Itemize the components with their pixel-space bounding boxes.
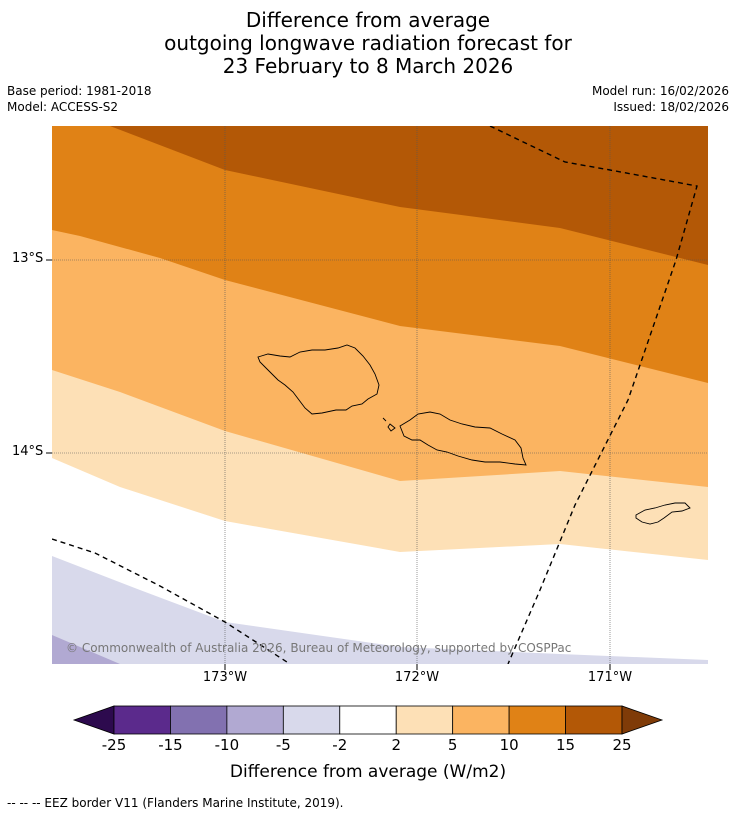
colorbar-segment (565, 705, 623, 735)
base-period: Base period: 1981-2018 (7, 84, 152, 98)
title-line-3: 23 February to 8 March 2026 (222, 54, 514, 78)
lat-label-14s: 14°S (12, 444, 44, 459)
eez-border-east (489, 126, 698, 664)
manono-apolima-islets (382, 417, 396, 432)
colorbar-segment (395, 705, 454, 735)
colorbar-tick-label: -15 (158, 736, 183, 754)
colorbar-tick-label: 25 (612, 736, 632, 754)
colorbar-segment (339, 705, 397, 735)
colorbar-tick-label: 10 (499, 736, 519, 754)
colorbar-segment (452, 705, 510, 735)
model-name: Model: ACCESS-S2 (7, 100, 119, 114)
colorbar-tick-label: 2 (391, 736, 401, 754)
lon-label-172w: 172°W (394, 670, 440, 685)
colorbar-tick-label: -2 (332, 736, 348, 754)
colorbar-tick-label: -25 (101, 736, 127, 754)
upolu-island (399, 411, 527, 466)
band-minus2-2 (52, 458, 708, 664)
issued-date: Issued: 18/02/2026 (613, 100, 729, 114)
anomaly-field (52, 126, 708, 664)
colorbar-tick-label: 5 (447, 736, 458, 754)
eez-legend: -- -- -- EEZ border V11 (Flanders Marine… (7, 796, 344, 810)
tutuila-island (635, 502, 691, 525)
title-line-2: outgoing longwave radiation forecast for (164, 31, 572, 55)
title-line-1: Difference from average (245, 8, 491, 32)
colorbar-segment (113, 705, 171, 735)
colorbar-segment (282, 705, 341, 735)
colorbar (72, 705, 664, 735)
lat-label-13s: 13°S (12, 251, 44, 266)
eez-border-southwest (52, 538, 291, 664)
colorbar-segment (226, 705, 284, 735)
band-minus5-minus2 (52, 556, 708, 664)
lon-label-173w: 173°W (202, 670, 248, 685)
colorbar-tick-label: 15 (556, 736, 576, 754)
lon-label-171w: 171°W (587, 670, 633, 685)
band-minus10-minus5 (52, 635, 120, 664)
model-run: Model run: 16/02/2026 (591, 84, 729, 98)
savaii-island (257, 344, 380, 415)
colorbar-segment (170, 705, 228, 735)
colorbar-arrow-high (621, 705, 664, 735)
colorbar-segment (508, 705, 566, 735)
colorbar-tick-label: -5 (275, 736, 291, 754)
copyright-notice: © Commonwealth of Australia 2026, Bureau… (66, 641, 572, 655)
colorbar-label: Difference from average (W/m2) (229, 762, 507, 782)
colorbar-tick-label: -10 (214, 736, 240, 754)
colorbar-arrow-low (72, 705, 115, 735)
